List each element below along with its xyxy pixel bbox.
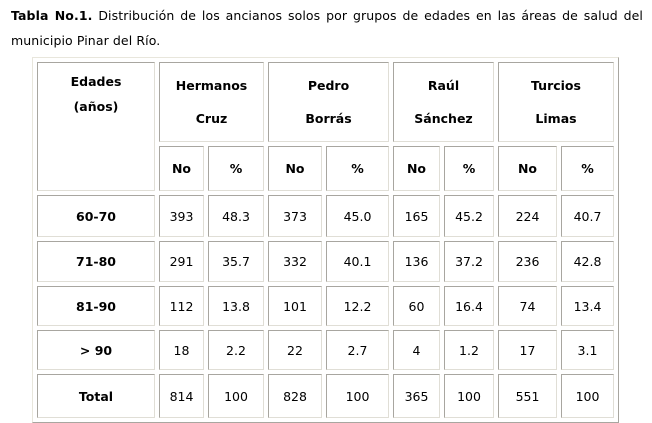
subheader-no: No	[498, 145, 557, 191]
cell-percent: 100	[561, 374, 614, 418]
cell-count: 291	[159, 241, 204, 282]
cell-count: 373	[268, 195, 322, 237]
cell-percent: 40.7	[561, 195, 614, 237]
cell-count: 74	[498, 286, 557, 326]
table-caption: Tabla No.1. Distribución de los ancianos…	[11, 3, 643, 53]
row-label: 81-90	[37, 286, 155, 326]
age-distribution-table: Edades (años) Hermanos Cruz Pedro Borrás Ra…	[32, 57, 619, 423]
cell-percent: 1.2	[444, 330, 494, 370]
cell-percent: 100	[326, 374, 389, 418]
cell-count: 22	[268, 330, 322, 370]
header-area-pedro-borras: Pedro Borrás	[268, 62, 389, 142]
cell-percent: 42.8	[561, 241, 614, 282]
cell-count: 101	[268, 286, 322, 326]
cell-count: 112	[159, 286, 204, 326]
cell-count: 17	[498, 330, 557, 370]
cell-percent: 48.3	[208, 195, 264, 237]
cell-percent: 37.2	[444, 241, 494, 282]
cell-percent: 13.4	[561, 286, 614, 326]
table-row: 81-90 112 13.8 101 12.2 60 16.4 74 13.4	[37, 286, 614, 326]
cell-count: 551	[498, 374, 557, 418]
cell-count: 136	[393, 241, 440, 282]
cell-percent: 100	[444, 374, 494, 418]
cell-count: 814	[159, 374, 204, 418]
row-label: 71-80	[37, 241, 155, 282]
cell-percent: 3.1	[561, 330, 614, 370]
cell-count: 236	[498, 241, 557, 282]
cell-percent: 16.4	[444, 286, 494, 326]
cell-percent: 13.8	[208, 286, 264, 326]
subheader-pct: %	[561, 145, 614, 191]
cell-percent: 45.2	[444, 195, 494, 237]
header-age: Edades (años)	[37, 62, 155, 191]
cell-count: 365	[393, 374, 440, 418]
cell-count: 332	[268, 241, 322, 282]
cell-count: 18	[159, 330, 204, 370]
cell-percent: 12.2	[326, 286, 389, 326]
cell-count: 224	[498, 195, 557, 237]
header-area-hermanos-cruz: Hermanos Cruz	[159, 62, 264, 142]
header-area-raul-sanchez: Raúl Sánchez	[393, 62, 494, 142]
subheader-no: No	[268, 145, 322, 191]
row-label: Total	[37, 374, 155, 418]
table-row: 60-70 393 48.3 373 45.0 165 45.2 224 40.7	[37, 195, 614, 237]
subheader-no: No	[159, 145, 204, 191]
cell-count: 393	[159, 195, 204, 237]
cell-percent: 2.7	[326, 330, 389, 370]
subheader-no: No	[393, 145, 440, 191]
table-row: > 90 18 2.2 22 2.7 4 1.2 17 3.1	[37, 330, 614, 370]
table-row: Total 814 100 828 100 365 100 551 100	[37, 374, 614, 418]
cell-percent: 100	[208, 374, 264, 418]
cell-percent: 40.1	[326, 241, 389, 282]
cell-percent: 35.7	[208, 241, 264, 282]
subheader-pct: %	[208, 145, 264, 191]
cell-count: 4	[393, 330, 440, 370]
cell-count: 165	[393, 195, 440, 237]
cell-percent: 2.2	[208, 330, 264, 370]
subheader-pct: %	[326, 145, 389, 191]
caption-text: Distribución de los ancianos solos por g…	[11, 8, 643, 48]
caption-label: Tabla No.1.	[11, 8, 93, 23]
row-label: 60-70	[37, 195, 155, 237]
table-row: 71-80 291 35.7 332 40.1 136 37.2 236 42.8	[37, 241, 614, 282]
subheader-pct: %	[444, 145, 494, 191]
cell-percent: 45.0	[326, 195, 389, 237]
cell-count: 60	[393, 286, 440, 326]
header-area-turcios-limas: Turcios Limas	[498, 62, 614, 142]
row-label: > 90	[37, 330, 155, 370]
cell-count: 828	[268, 374, 322, 418]
